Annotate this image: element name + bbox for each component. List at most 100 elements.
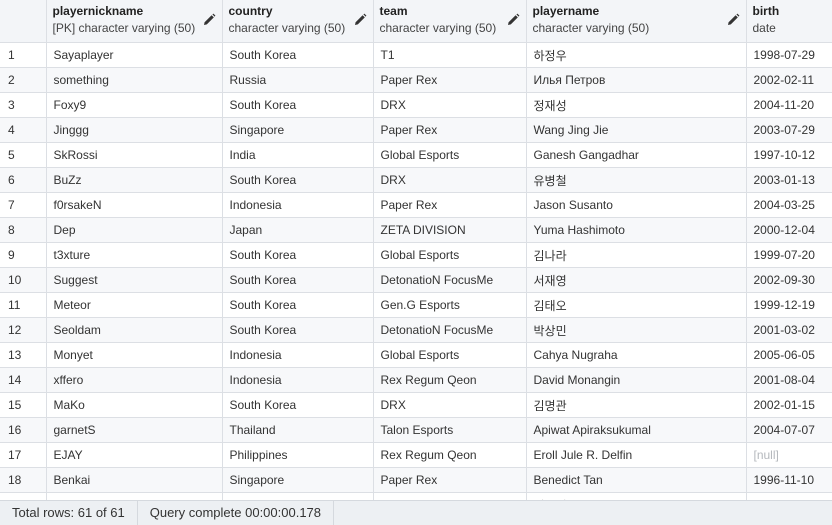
table-row[interactable]: 15 MaKo South Korea DRX 김명관 2002-01-15 bbox=[0, 392, 832, 418]
table-row[interactable]: 8 Dep Japan ZETA DIVISION Yuma Hashimoto 2000… bbox=[0, 217, 832, 243]
table-cell-playername[interactable]: Ganesh Gangadhar bbox=[526, 142, 747, 168]
table-row[interactable]: 3 Foxy9 South Korea DRX 정재성 2004-11-20 bbox=[0, 92, 832, 118]
table-cell-playername[interactable]: 김명관 bbox=[526, 392, 747, 418]
table-cell-team[interactable]: Paper Rex bbox=[373, 192, 527, 218]
table-cell-playernickname[interactable]: SkRossi bbox=[46, 142, 223, 168]
table-cell-playernickname[interactable]: Seoldam bbox=[46, 317, 223, 343]
table-cell-team[interactable]: Paper Rex bbox=[373, 467, 527, 493]
table-cell-playernickname[interactable]: Jinggg bbox=[46, 117, 223, 143]
table-cell-country[interactable]: Russia bbox=[222, 67, 374, 93]
table-cell-playername[interactable]: 박상민 bbox=[526, 317, 747, 343]
table-cell-country[interactable]: Philippines bbox=[222, 442, 374, 468]
edit-pencil-icon[interactable] bbox=[506, 13, 520, 27]
table-cell-team[interactable]: Rex Regum Qeon bbox=[373, 367, 527, 393]
table-cell-playernickname[interactable]: something bbox=[46, 67, 223, 93]
table-cell-birth[interactable]: 1999-08-27 bbox=[746, 492, 832, 500]
table-cell-team[interactable]: DRX bbox=[373, 167, 527, 193]
table-cell-playernickname[interactable]: Dep bbox=[46, 217, 223, 243]
column-header-playername[interactable]: playername character varying (50) bbox=[526, 0, 747, 43]
table-cell-birth[interactable]: 1997-10-12 bbox=[746, 142, 832, 168]
table-cell-team[interactable]: Paper Rex bbox=[373, 117, 527, 143]
table-row[interactable]: 19MazzakinSouth KoreaT1변상범1999-08-27 bbox=[0, 492, 832, 500]
table-cell-birth[interactable]: 2004-03-25 bbox=[746, 192, 832, 218]
table-cell-country[interactable]: South Korea bbox=[222, 267, 374, 293]
table-cell-playernickname[interactable]: Mazzakin bbox=[46, 492, 223, 500]
table-cell-playernickname[interactable]: garnetS bbox=[46, 417, 223, 443]
table-cell-country[interactable]: South Korea bbox=[222, 242, 374, 268]
table-cell-country[interactable]: Thailand bbox=[222, 417, 374, 443]
table-cell-playername[interactable]: Benedict Tan bbox=[526, 467, 747, 493]
table-row[interactable]: 6 BuZz South Korea DRX 유병철 2003-01-13 bbox=[0, 167, 832, 193]
table-row[interactable]: 13 Monyet Indonesia Global Esports Cahya Nug… bbox=[0, 342, 832, 368]
table-cell-country[interactable]: Indonesia bbox=[222, 342, 374, 368]
table-cell-playernickname[interactable]: f0rsakeN bbox=[46, 192, 223, 218]
table-cell-playernickname[interactable]: Suggest bbox=[46, 267, 223, 293]
table-cell-playernickname[interactable]: BuZz bbox=[46, 167, 223, 193]
table-cell-birth[interactable]: 2002-09-30 bbox=[746, 267, 832, 293]
table-cell-playernickname[interactable]: Benkai bbox=[46, 467, 223, 493]
table-cell-birth[interactable]: 2001-03-02 bbox=[746, 317, 832, 343]
table-cell-playername[interactable]: 서재영 bbox=[526, 267, 747, 293]
table-cell-team[interactable]: Talon Esports bbox=[373, 417, 527, 443]
table-cell-team[interactable]: DRX bbox=[373, 92, 527, 118]
column-header-team[interactable]: team character varying (50) bbox=[373, 0, 527, 43]
edit-pencil-icon[interactable] bbox=[353, 13, 367, 27]
table-row[interactable]: 4 Jinggg Singapore Paper Rex Wang Jing Jie 20… bbox=[0, 117, 832, 143]
table-cell-birth[interactable]: 2002-02-11 bbox=[746, 67, 832, 93]
table-cell-playername[interactable]: 하정우 bbox=[526, 42, 747, 68]
table-cell-team[interactable]: ZETA DIVISION bbox=[373, 217, 527, 243]
table-cell-playername[interactable]: Apiwat Apiraksukumal bbox=[526, 417, 747, 443]
table-cell-country[interactable]: Singapore bbox=[222, 467, 374, 493]
edit-pencil-icon[interactable] bbox=[202, 13, 216, 27]
table-row[interactable]: 1 Sayaplayer South Korea T1 하정우 1998-07-29 bbox=[0, 42, 832, 68]
table-cell-birth[interactable]: 1996-11-10 bbox=[746, 467, 832, 493]
table-cell-birth[interactable]: 2004-07-07 bbox=[746, 417, 832, 443]
table-cell-country[interactable]: Indonesia bbox=[222, 192, 374, 218]
table-cell-playernickname[interactable]: xffero bbox=[46, 367, 223, 393]
table-cell-playernickname[interactable]: EJAY bbox=[46, 442, 223, 468]
table-cell-team[interactable]: T1 bbox=[373, 492, 527, 500]
table-row[interactable]: 16 garnetS Thailand Talon Esports Apiwat Api… bbox=[0, 417, 832, 443]
table-cell-playernickname[interactable]: MaKo bbox=[46, 392, 223, 418]
table-row[interactable]: 7 f0rsakeN Indonesia Paper Rex Jason Susanto… bbox=[0, 192, 832, 218]
table-cell-playernickname[interactable]: Monyet bbox=[46, 342, 223, 368]
table-cell-country[interactable]: South Korea bbox=[222, 167, 374, 193]
table-row[interactable]: 12 Seoldam South Korea DetonatioN FocusMe 박상… bbox=[0, 317, 832, 343]
table-cell-country[interactable]: South Korea bbox=[222, 92, 374, 118]
table-cell-playername[interactable]: 김태오 bbox=[526, 292, 747, 318]
table-cell-playernickname[interactable]: Meteor bbox=[46, 292, 223, 318]
table-cell-team[interactable]: DetonatioN FocusMe bbox=[373, 317, 527, 343]
table-cell-birth[interactable]: 2001-08-04 bbox=[746, 367, 832, 393]
table-cell-team[interactable]: Global Esports bbox=[373, 142, 527, 168]
column-header-birth[interactable]: birth date bbox=[746, 0, 832, 43]
table-row[interactable]: 2 something Russia Paper Rex Илья Петров 2002… bbox=[0, 67, 832, 93]
table-cell-playername[interactable]: Wang Jing Jie bbox=[526, 117, 747, 143]
table-row[interactable]: 11 Meteor South Korea Gen.G Esports 김태오 1999-… bbox=[0, 292, 832, 318]
table-cell-birth[interactable]: 2004-11-20 bbox=[746, 92, 832, 118]
table-cell-playername[interactable]: Jason Susanto bbox=[526, 192, 747, 218]
table-row[interactable]: 5 SkRossi India Global Esports Ganesh Gangad… bbox=[0, 142, 832, 168]
table-cell-birth[interactable]: 1998-07-29 bbox=[746, 42, 832, 68]
table-cell-birth[interactable]: 2002-01-15 bbox=[746, 392, 832, 418]
table-row[interactable]: 9 t3xture South Korea Global Esports 김나라 1999… bbox=[0, 242, 832, 268]
table-row[interactable]: 18 Benkai Singapore Paper Rex Benedict Tan 19… bbox=[0, 467, 832, 493]
table-cell-playernickname[interactable]: t3xture bbox=[46, 242, 223, 268]
table-cell-country[interactable]: South Korea bbox=[222, 42, 374, 68]
table-cell-playername[interactable]: Eroll Jule R. Delfin bbox=[526, 442, 747, 468]
table-cell-playername[interactable]: 김나라 bbox=[526, 242, 747, 268]
table-cell-playername[interactable]: 변상범 bbox=[526, 492, 747, 500]
table-cell-birth[interactable]: 2005-06-05 bbox=[746, 342, 832, 368]
table-cell-team[interactable]: Rex Regum Qeon bbox=[373, 442, 527, 468]
table-cell-country[interactable]: South Korea bbox=[222, 317, 374, 343]
table-cell-team[interactable]: Global Esports bbox=[373, 242, 527, 268]
table-cell-playername[interactable]: Илья Петров bbox=[526, 67, 747, 93]
table-cell-country[interactable]: South Korea bbox=[222, 392, 374, 418]
table-cell-birth[interactable]: 2000-12-04 bbox=[746, 217, 832, 243]
table-cell-playername[interactable]: Cahya Nugraha bbox=[526, 342, 747, 368]
column-header-playernickname[interactable]: playernickname [PK] character varying (50… bbox=[46, 0, 223, 43]
table-cell-country[interactable]: Japan bbox=[222, 217, 374, 243]
table-cell-birth[interactable]: [null] bbox=[746, 442, 832, 468]
row-number-header[interactable] bbox=[0, 0, 47, 43]
table-cell-team[interactable]: DRX bbox=[373, 392, 527, 418]
table-cell-team[interactable]: Global Esports bbox=[373, 342, 527, 368]
